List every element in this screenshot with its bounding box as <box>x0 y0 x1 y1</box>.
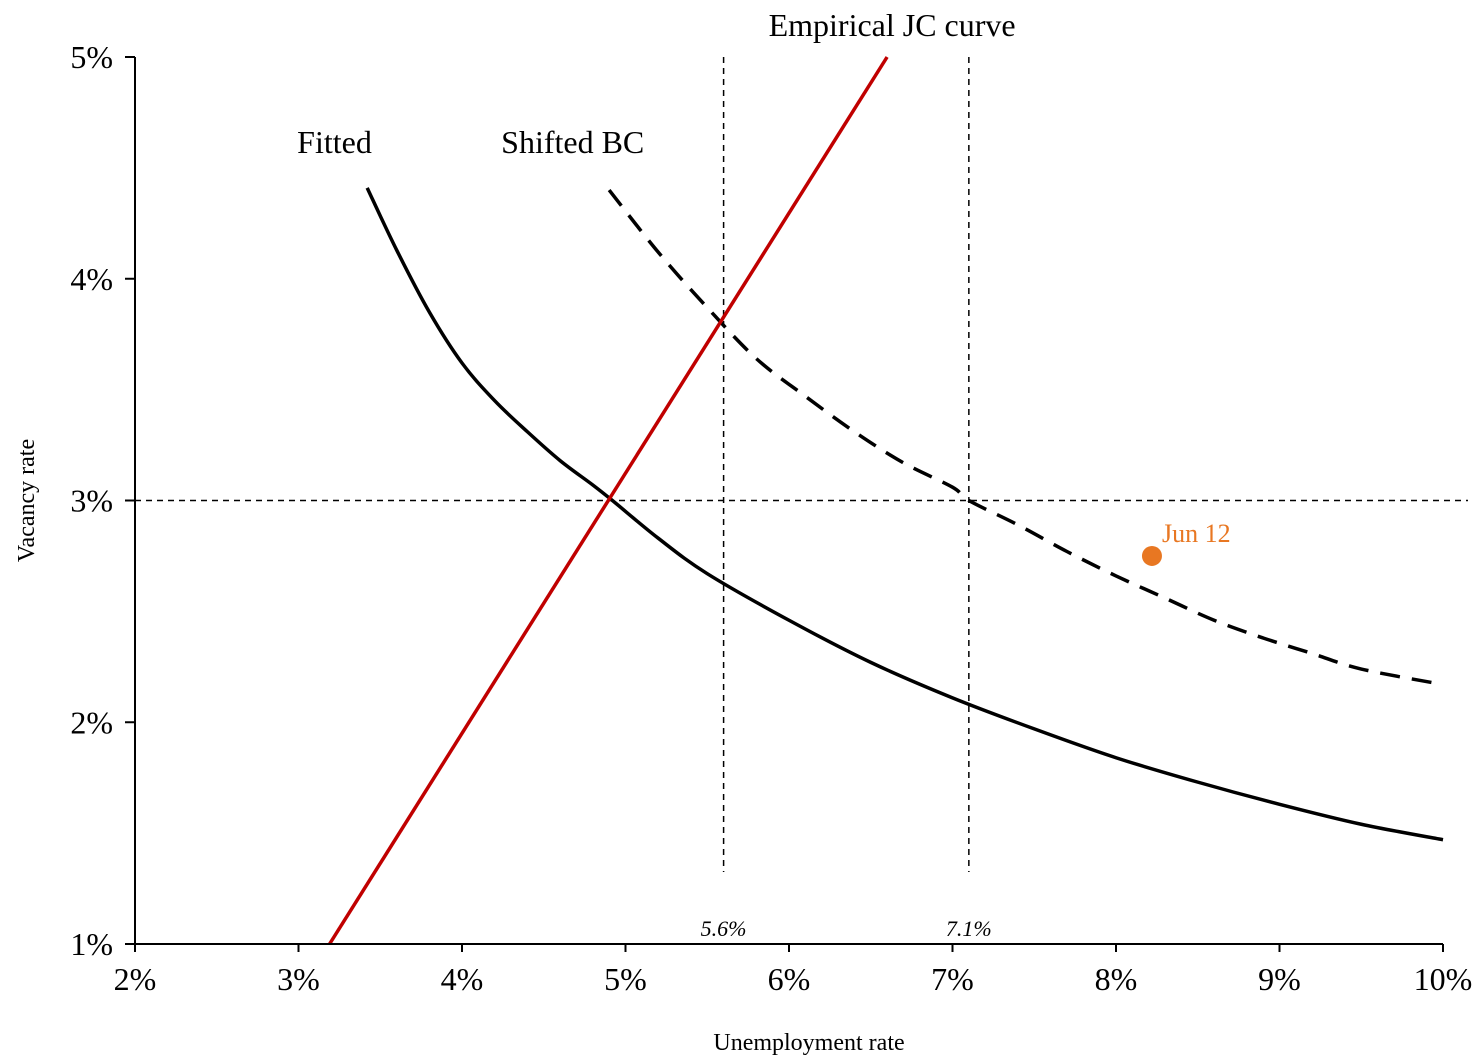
labels: Fitted Shifted BC Empirical JC curve <box>297 7 1015 160</box>
x-tick-label: 7% <box>931 961 974 997</box>
reference-line-label: 5.6% <box>701 916 747 941</box>
series-line-fitted <box>365 187 1444 842</box>
y-tick-label: 5% <box>70 39 113 75</box>
series-label-shifted-bc: Shifted BC <box>501 124 644 160</box>
x-axis-title: Unemployment rate <box>713 1030 904 1056</box>
y-tick-label: 2% <box>70 704 113 740</box>
series-label-empirical-jc-curve: Empirical JC curve <box>769 7 1016 43</box>
y-axis-title: Vacancy rate <box>14 439 40 562</box>
x-tick-label: 8% <box>1095 961 1138 997</box>
series-line-shifted-bc <box>607 188 1444 687</box>
x-tick-label: 10% <box>1414 961 1473 997</box>
x-tick-label: 3% <box>277 961 320 997</box>
series-label-fitted: Fitted <box>297 124 372 160</box>
y-tick-label: 4% <box>70 261 113 297</box>
x-tick-label: 4% <box>441 961 484 997</box>
series-line-empirical-jc-curve <box>328 56 889 945</box>
y-tick-label: 1% <box>70 926 113 962</box>
points: Jun 12 <box>1141 519 1231 566</box>
axes: 2% 3% 4% 5% 6% 7% 8% 9% 10%1%2%3%4%5%Unemploymen… <box>14 39 1472 1056</box>
x-tick-label: 9% <box>1258 961 1301 997</box>
curves <box>328 56 1444 945</box>
data-point-label: Jun 12 <box>1162 519 1231 548</box>
x-tick-label: 6% <box>768 961 811 997</box>
x-tick-label: 2% <box>114 961 157 997</box>
reference-line-label: 7.1% <box>946 916 992 941</box>
y-tick-label: 3% <box>70 483 113 519</box>
x-tick-label: 5% <box>604 961 647 997</box>
reference-lines: 5.6% 7.1% <box>135 57 1468 941</box>
data-point-jun-12 <box>1141 545 1162 566</box>
